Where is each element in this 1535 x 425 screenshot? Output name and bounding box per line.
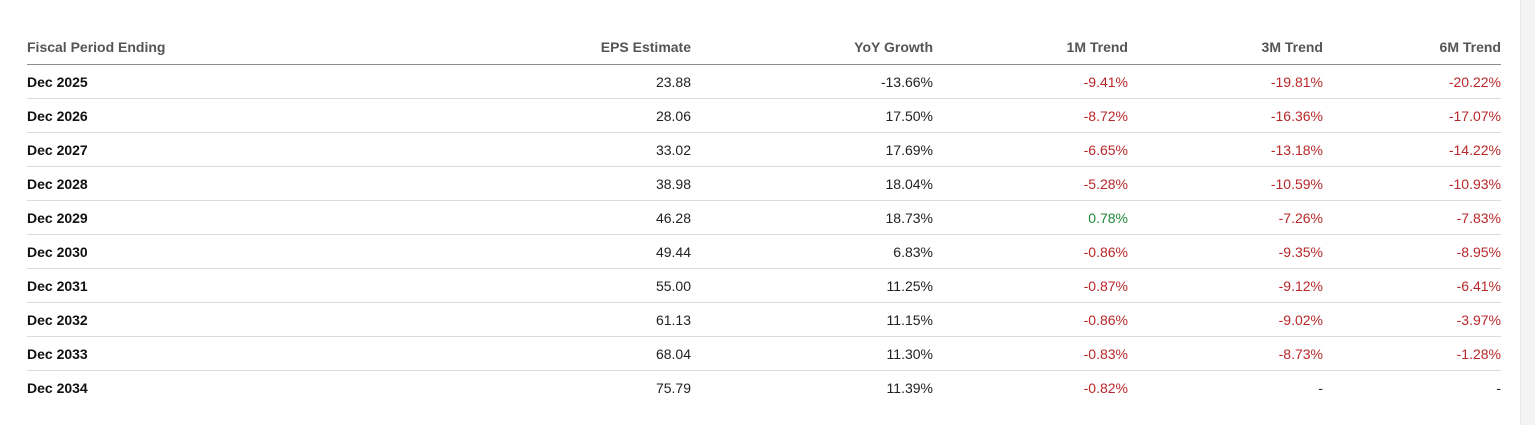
yoy-growth-cell: 11.25% [691, 268, 933, 303]
eps-estimate-cell: 55.00 [327, 268, 691, 303]
yoy-growth-cell: 17.50% [691, 98, 933, 133]
fiscal-period-cell: Dec 2028 [27, 166, 327, 201]
trend-6m-cell: -20.22% [1323, 64, 1501, 99]
table-row: Dec 2025 23.88 -13.66% -9.41% -19.81% -2… [27, 64, 1501, 99]
fiscal-period-cell: Dec 2025 [27, 64, 327, 99]
eps-estimate-cell: 49.44 [327, 234, 691, 269]
trend-6m-cell: -14.22% [1323, 132, 1501, 167]
eps-estimates-table: Fiscal Period Ending EPS Estimate YoY Gr… [27, 30, 1501, 404]
trend-1m-cell: -0.82% [1083, 379, 1128, 396]
yoy-growth-cell: 17.69% [691, 132, 933, 167]
table-row: Dec 2026 28.06 17.50% -8.72% -16.36% -17… [27, 98, 1501, 133]
eps-estimate-cell: 68.04 [327, 336, 691, 371]
table-row: Dec 2030 49.44 6.83% -0.86% -9.35% -8.95… [27, 234, 1501, 269]
trend-3m-cell: - [1318, 379, 1323, 396]
table-header-row: Fiscal Period Ending EPS Estimate YoY Gr… [27, 30, 1501, 65]
trend-3m-cell: -19.81% [1128, 64, 1323, 99]
fiscal-period-cell: Dec 2031 [27, 268, 327, 303]
table-row: Dec 2034 75.79 11.39% -0.82% - - [27, 371, 1501, 405]
fiscal-period-cell: Dec 2034 [27, 379, 88, 396]
column-header-1m-trend: 1M Trend [933, 30, 1128, 65]
column-header-yoy-growth: YoY Growth [691, 30, 933, 65]
fiscal-period-cell: Dec 2029 [27, 200, 327, 235]
trend-3m-cell: -16.36% [1128, 98, 1323, 133]
eps-estimate-cell: 61.13 [327, 302, 691, 337]
trend-1m-cell: -0.86% [933, 302, 1128, 337]
trend-1m-cell: -8.72% [933, 98, 1128, 133]
trend-3m-cell: -13.18% [1128, 132, 1323, 167]
yoy-growth-cell: 18.73% [691, 200, 933, 235]
trend-6m-cell: -7.83% [1323, 200, 1501, 235]
trend-3m-cell: -9.12% [1128, 268, 1323, 303]
table-row: Dec 2033 68.04 11.30% -0.83% -8.73% -1.2… [27, 336, 1501, 371]
trend-6m-cell: -8.95% [1323, 234, 1501, 269]
table-row: Dec 2029 46.28 18.73% 0.78% -7.26% -7.83… [27, 200, 1501, 235]
scrollbar-track[interactable] [1520, 0, 1535, 425]
yoy-growth-cell: 11.39% [886, 379, 933, 396]
eps-estimate-cell: 46.28 [327, 200, 691, 235]
column-header-6m-trend: 6M Trend [1323, 30, 1501, 65]
eps-estimate-cell: 75.79 [655, 379, 691, 396]
table-row: Dec 2027 33.02 17.69% -6.65% -13.18% -14… [27, 132, 1501, 167]
yoy-growth-cell: 18.04% [691, 166, 933, 201]
table-row: Dec 2031 55.00 11.25% -0.87% -9.12% -6.4… [27, 268, 1501, 303]
trend-6m-cell: -1.28% [1323, 336, 1501, 371]
table-row: Dec 2032 61.13 11.15% -0.86% -9.02% -3.9… [27, 302, 1501, 337]
trend-3m-cell: -8.73% [1128, 336, 1323, 371]
trend-3m-cell: -10.59% [1128, 166, 1323, 201]
trend-6m-cell: -10.93% [1323, 166, 1501, 201]
yoy-growth-cell: 11.15% [691, 302, 933, 337]
yoy-growth-cell: 6.83% [691, 234, 933, 269]
trend-6m-cell: -17.07% [1323, 98, 1501, 133]
trend-6m-cell: -6.41% [1323, 268, 1501, 303]
trend-6m-cell: - [1496, 379, 1501, 396]
fiscal-period-cell: Dec 2030 [27, 234, 327, 269]
trend-6m-cell: -3.97% [1323, 302, 1501, 337]
yoy-growth-cell: 11.30% [691, 336, 933, 371]
column-header-fiscal-period: Fiscal Period Ending [27, 30, 327, 65]
trend-1m-cell: 0.78% [933, 200, 1128, 235]
column-header-3m-trend: 3M Trend [1128, 30, 1323, 65]
table-row: Dec 2028 38.98 18.04% -5.28% -10.59% -10… [27, 166, 1501, 201]
trend-3m-cell: -9.35% [1128, 234, 1323, 269]
trend-1m-cell: -0.86% [933, 234, 1128, 269]
trend-1m-cell: -0.87% [933, 268, 1128, 303]
trend-1m-cell: -0.83% [933, 336, 1128, 371]
trend-3m-cell: -7.26% [1128, 200, 1323, 235]
trend-1m-cell: -9.41% [933, 64, 1128, 99]
fiscal-period-cell: Dec 2032 [27, 302, 327, 337]
column-header-eps-estimate: EPS Estimate [327, 30, 691, 65]
eps-estimate-cell: 33.02 [327, 132, 691, 167]
yoy-growth-cell: -13.66% [691, 64, 933, 99]
trend-1m-cell: -6.65% [933, 132, 1128, 167]
trend-3m-cell: -9.02% [1128, 302, 1323, 337]
fiscal-period-cell: Dec 2027 [27, 132, 327, 167]
fiscal-period-cell: Dec 2026 [27, 98, 327, 133]
eps-estimate-cell: 23.88 [327, 64, 691, 99]
eps-estimate-cell: 28.06 [327, 98, 691, 133]
eps-estimate-cell: 38.98 [327, 166, 691, 201]
trend-1m-cell: -5.28% [933, 166, 1128, 201]
fiscal-period-cell: Dec 2033 [27, 336, 327, 371]
